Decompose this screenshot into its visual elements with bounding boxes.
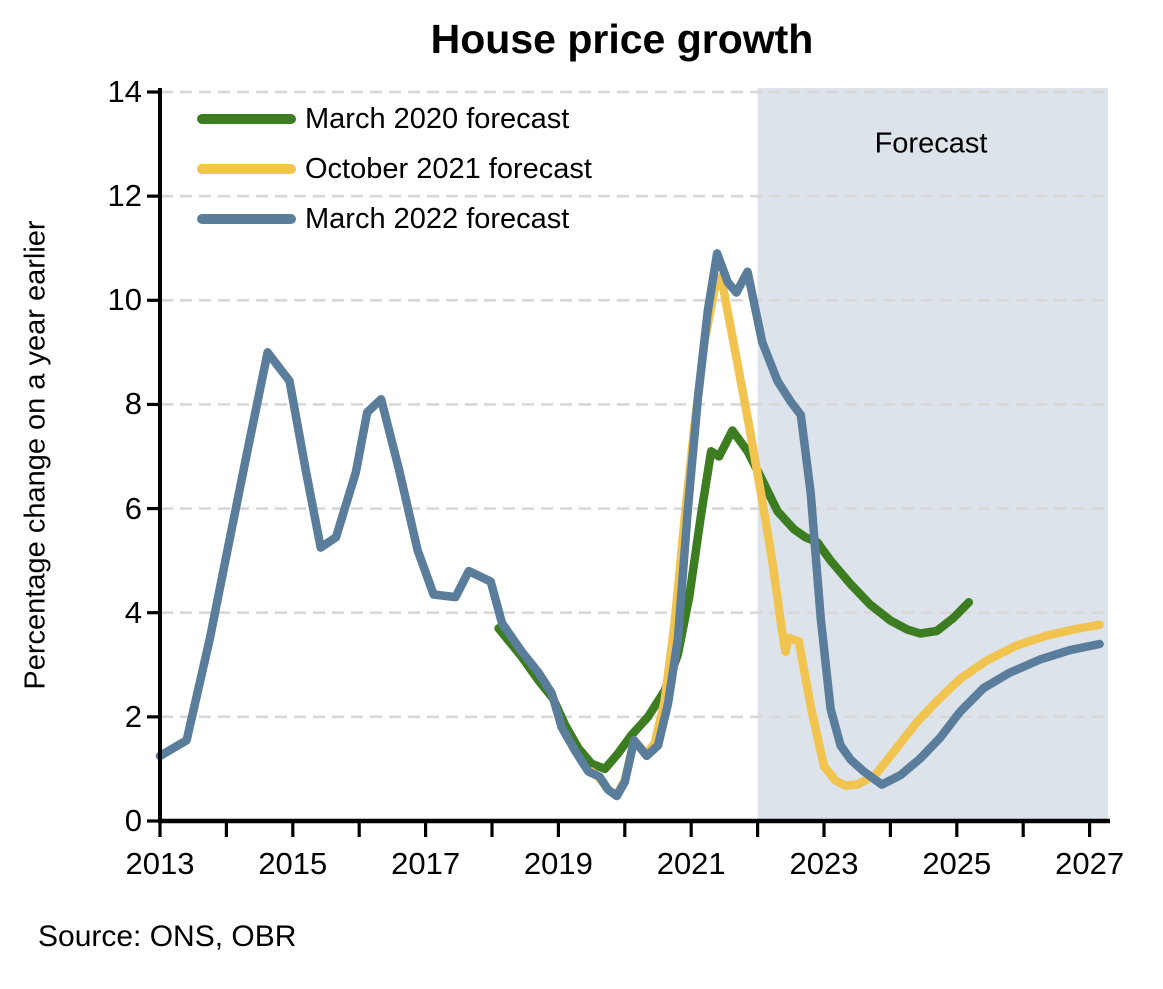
y-tick-label-14: 14	[107, 74, 142, 110]
source-note: Source: ONS, OBR	[38, 920, 297, 953]
y-tick-label-12: 12	[107, 178, 142, 214]
forecast-band-label: Forecast	[874, 127, 988, 160]
legend-item-march-2022-forecast: March 2022 forecast	[197, 203, 569, 235]
x-tick-label-2019: 2019	[523, 846, 593, 881]
x-tick-label-2027: 2027	[1055, 846, 1125, 881]
y-tick-label-6: 6	[124, 490, 142, 526]
y-tick-label-2: 2	[124, 698, 142, 734]
series-line-march-2022-forecast	[155, 249, 1104, 801]
x-tick-label-2015: 2015	[258, 846, 328, 881]
x-tick-label-2021: 2021	[656, 846, 726, 881]
y-tick-label-10: 10	[107, 282, 142, 318]
x-tick-label-2023: 2023	[789, 846, 859, 881]
y-axis-label: Percentage change on a year earlier	[19, 220, 52, 690]
legend-label: March 2022 forecast	[305, 202, 570, 235]
legend-swatch-icon	[197, 214, 296, 224]
x-tick-label-2025: 2025	[922, 846, 992, 881]
legend-label: March 2020 forecast	[305, 102, 570, 135]
y-tick-label-4: 4	[124, 594, 142, 630]
y-tick-label-8: 8	[124, 386, 142, 422]
forecast-band	[757, 88, 1108, 819]
x-tick-label-2013: 2013	[125, 846, 195, 881]
chart-title: House price growth	[430, 16, 814, 62]
legend-swatch-icon	[197, 164, 296, 174]
y-tick-label-0: 0	[124, 803, 142, 838]
legend-item-october-2021-forecast: October 2021 forecast	[197, 153, 592, 185]
legend-label: October 2021 forecast	[305, 152, 592, 185]
legend-swatch-icon	[197, 114, 296, 124]
series-line-march-2020-forecast	[494, 426, 974, 774]
x-tick-label-2017: 2017	[391, 846, 461, 881]
legend-item-march-2020-forecast: March 2020 forecast	[197, 103, 569, 135]
